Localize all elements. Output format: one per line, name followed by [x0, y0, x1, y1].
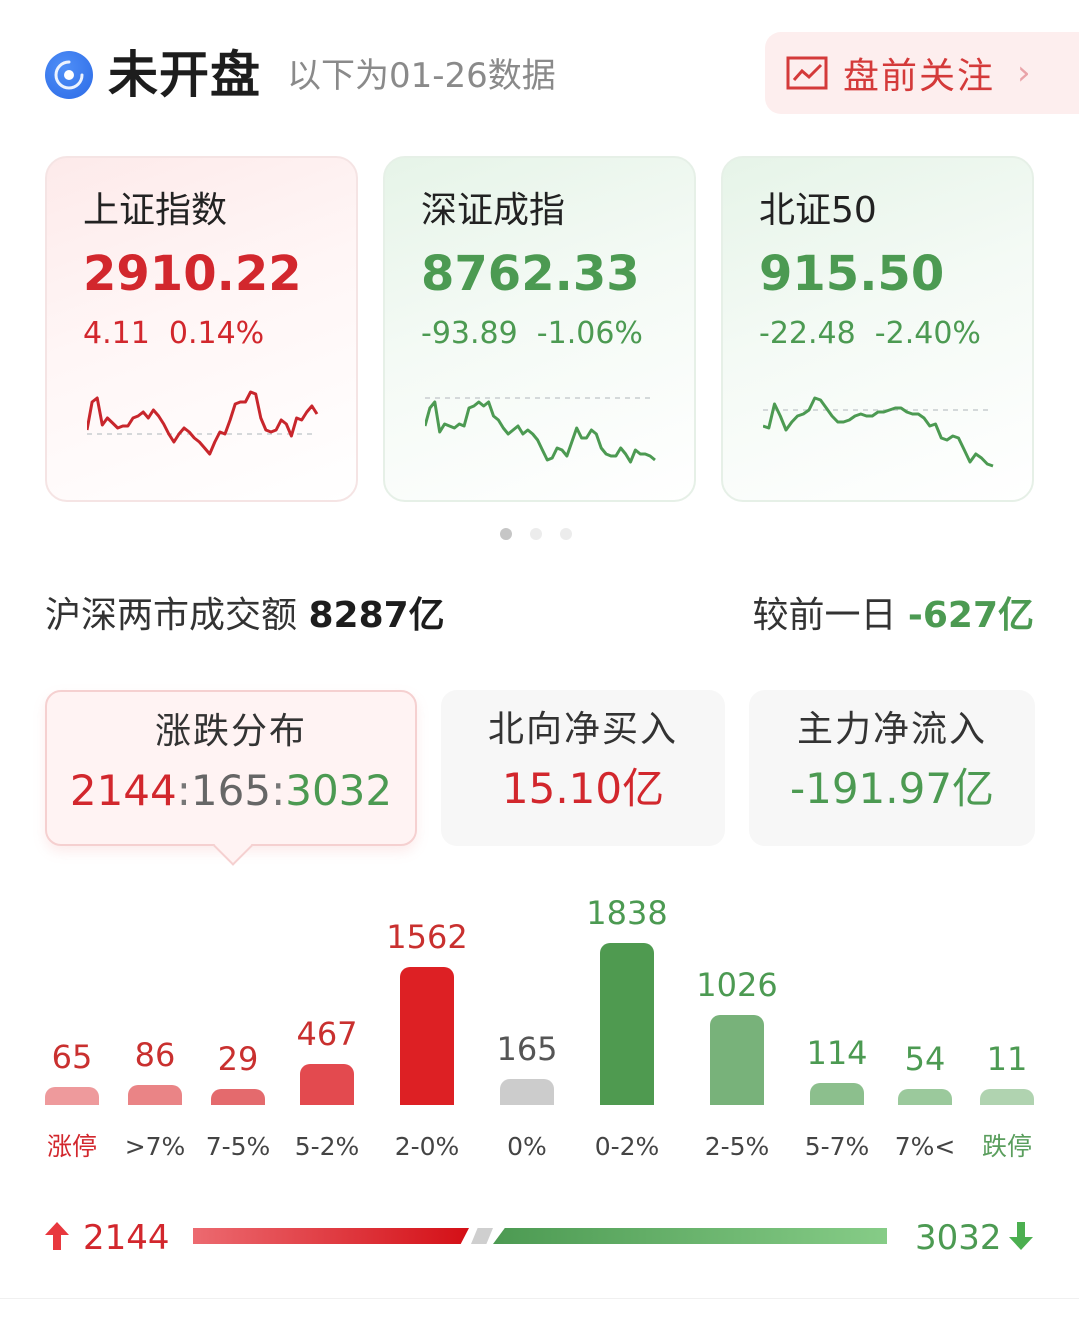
up-segment: [193, 1228, 469, 1244]
turnover-comparison: 较前一日 -627亿: [752, 592, 1034, 640]
index-price: 915.50: [759, 246, 945, 302]
bar: [810, 1083, 864, 1105]
turnover-value: 8287亿: [308, 595, 445, 636]
pager-dot[interactable]: [560, 528, 572, 540]
pager-dot[interactable]: [500, 528, 512, 540]
bar-value: 86: [134, 1036, 176, 1074]
bar-value: 114: [806, 1034, 868, 1072]
bar: [600, 943, 654, 1105]
distribution-bar-chart: 65 涨停 86 >7% 29 7-5% 467 5-2% 1562 2-0% 165 0% 1838 0…: [45, 880, 1035, 1180]
bar: [300, 1064, 354, 1105]
up-total: 2144: [83, 1218, 170, 1258]
arrow-down-icon: [1009, 1222, 1033, 1250]
bar: [710, 1015, 764, 1105]
stat-value: -191.97亿: [789, 764, 995, 813]
index-name: 北证50: [759, 190, 877, 231]
index-price: 8762.33: [421, 246, 640, 302]
distribution-bar-7[interactable]: 1026 2-5%: [696, 880, 777, 1180]
compare-label: 较前一日: [752, 595, 897, 636]
stat-title: 主力净流入: [796, 709, 987, 750]
bar-category-label: 0-2%: [594, 1132, 660, 1161]
index-change: -22.48 -2.40%: [759, 316, 981, 351]
index-change: -93.89 -1.06%: [421, 316, 643, 351]
tab-distribution[interactable]: 涨跌分布 2144:165:3032: [45, 690, 417, 846]
index-price: 2910.22: [83, 246, 302, 302]
bar: [128, 1085, 182, 1105]
sparkline-chart: [763, 396, 994, 468]
premarket-focus-button[interactable]: 盘前关注 ›: [765, 32, 1079, 114]
distribution-bar-10[interactable]: 11 跌停: [980, 880, 1034, 1180]
divider: [0, 1298, 1079, 1299]
index-change: 4.11 0.14%: [83, 316, 265, 351]
bar-category-label: 7%<: [894, 1132, 956, 1161]
bar-category-label: 5-7%: [804, 1132, 870, 1161]
bar-category-label: 跌停: [981, 1132, 1032, 1161]
bar-category-label: 2-5%: [704, 1132, 770, 1161]
market-status-logo-icon: [45, 51, 93, 99]
turnover-summary: 沪深两市成交额 8287亿: [45, 592, 445, 640]
bar: [980, 1089, 1034, 1105]
tab-main-flow[interactable]: 主力净流入 -191.97亿: [749, 690, 1035, 846]
market-status-title: 未开盘: [108, 46, 261, 104]
index-name: 上证指数: [83, 190, 228, 231]
sparkline-chart: [87, 390, 319, 456]
bar-value: 165: [496, 1030, 558, 1068]
bar: [898, 1089, 952, 1105]
bar-category-label: 涨停: [46, 1132, 97, 1161]
bar-value: 11: [986, 1040, 1028, 1078]
down-segment: [493, 1228, 887, 1244]
premarket-focus-label: 盘前关注: [843, 56, 996, 97]
distribution-bar-6[interactable]: 1838 0-2%: [586, 880, 667, 1180]
bar-value: 1026: [696, 966, 778, 1004]
carousel-pager[interactable]: [500, 528, 572, 540]
up-down-ratio-bar: 2144 3032: [45, 1218, 1035, 1258]
trend-chart-icon: [786, 56, 828, 90]
distribution-bar-3[interactable]: 467 5-2%: [295, 880, 360, 1180]
bar-category-label: 0%: [507, 1132, 547, 1161]
chevron-right-icon: ›: [1017, 53, 1031, 93]
index-name: 深证成指: [421, 190, 566, 231]
distribution-bar-5[interactable]: 165 0%: [496, 880, 557, 1180]
bar: [400, 967, 454, 1105]
bar-value: 467: [296, 1015, 358, 1053]
bar-category-label: 7-5%: [205, 1132, 271, 1161]
index-card-shanghai[interactable]: 上证指数 2910.22 4.11 0.14%: [45, 156, 358, 502]
bar-value: 29: [217, 1040, 259, 1078]
bar-value: 54: [904, 1040, 946, 1078]
down-count: 3032: [285, 766, 393, 815]
index-card-shenzhen[interactable]: 深证成指 8762.33 -93.89 -1.06%: [383, 156, 696, 502]
bar: [500, 1079, 554, 1105]
flat-count: 165: [190, 766, 272, 815]
bar-category-label: 2-0%: [394, 1132, 460, 1161]
bar-category-label: >7%: [124, 1132, 186, 1161]
bar-value: 65: [51, 1038, 93, 1076]
down-total: 3032: [915, 1218, 1002, 1258]
stat-title: 涨跌分布: [154, 711, 307, 752]
distribution-bar-1[interactable]: 86 >7%: [125, 880, 186, 1180]
stat-title: 北向净买入: [487, 709, 678, 750]
up-count: 2144: [69, 766, 177, 815]
distribution-bar-2[interactable]: 29 7-5%: [206, 880, 271, 1180]
distribution-bar-0[interactable]: 65 涨停: [45, 880, 99, 1180]
pager-dot[interactable]: [530, 528, 542, 540]
flat-segment: [471, 1228, 493, 1244]
index-card-bse50[interactable]: 北证50 915.50 -22.48 -2.40%: [721, 156, 1034, 502]
distribution-bar-9[interactable]: 54 7%<: [895, 880, 956, 1180]
bar: [211, 1089, 265, 1105]
bar-value: 1562: [386, 918, 468, 956]
compare-value: -627亿: [907, 595, 1034, 636]
data-date-note: 以下为01-26数据: [287, 56, 556, 96]
bar-category-label: 5-2%: [294, 1132, 360, 1161]
sparkline-chart: [425, 397, 656, 464]
stat-value: 2144:165:3032: [69, 766, 393, 815]
turnover-label: 沪深两市成交额: [45, 595, 298, 636]
bar-value: 1838: [586, 894, 668, 932]
tab-northbound[interactable]: 北向净买入 15.10亿: [441, 690, 725, 846]
arrow-up-icon: [45, 1222, 69, 1250]
stat-value: 15.10亿: [501, 764, 665, 813]
distribution-bar-4[interactable]: 1562 2-0%: [386, 880, 467, 1180]
distribution-bar-8[interactable]: 114 5-7%: [805, 880, 870, 1180]
bar: [45, 1087, 99, 1105]
header: 未开盘 以下为01-26数据 盘前关注 ›: [0, 0, 1079, 140]
